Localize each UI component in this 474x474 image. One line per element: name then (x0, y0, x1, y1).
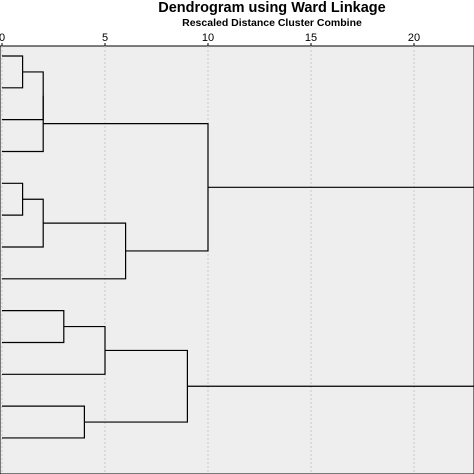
chart-subtitle: Rescaled Distance Cluster Combine (182, 17, 362, 29)
x-axis-ticks: 0 5 10 15 20 (0, 32, 420, 46)
dendrogram-links (2, 55, 474, 439)
tick-label: 5 (102, 32, 108, 44)
grid-lines (1, 46, 415, 474)
dendrogram-link (2, 95, 44, 153)
tick-label: 20 (408, 32, 420, 44)
tick-label: 0 (0, 32, 5, 44)
tick-label: 10 (202, 32, 214, 44)
dendrogram-link (187, 186, 474, 387)
chart-title: Dendrogram using Ward Linkage (158, 0, 386, 16)
plot-area (0, 45, 474, 474)
tick-label: 15 (305, 32, 317, 44)
